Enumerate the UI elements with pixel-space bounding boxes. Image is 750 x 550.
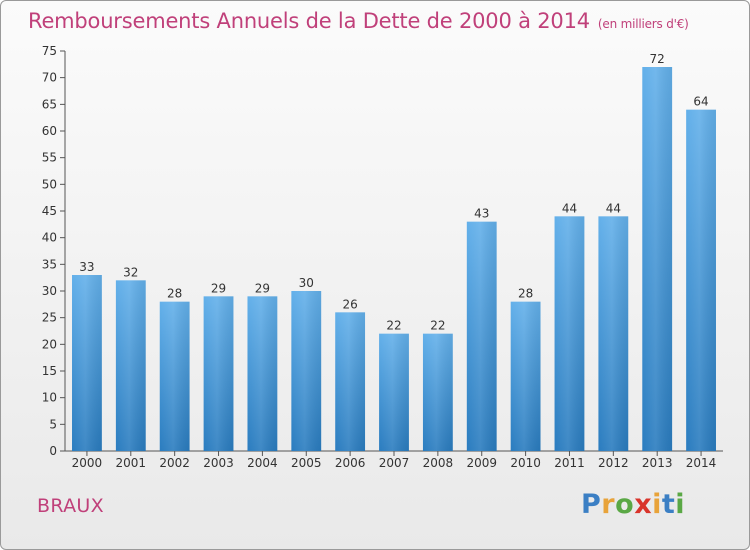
bar-shine	[159, 301, 190, 451]
bar-shine	[642, 67, 673, 451]
y-tick-label: 50	[42, 177, 57, 191]
bar-value-label: 28	[167, 287, 182, 301]
x-tick-label: 2002	[159, 456, 190, 470]
bar-shine	[510, 301, 541, 451]
logo-letter: o	[615, 489, 635, 520]
bar-shine	[554, 216, 585, 451]
x-tick-label: 2009	[466, 456, 497, 470]
bar-shine	[247, 296, 278, 451]
bar-shine	[422, 333, 453, 451]
bar-shine	[598, 216, 629, 451]
x-tick-label: 2010	[510, 456, 541, 470]
y-tick-label: 60	[42, 124, 57, 138]
bar-shine	[291, 291, 322, 451]
logo-letter: r	[601, 489, 616, 520]
commune-name: BRAUX	[37, 495, 104, 517]
chart-axes: 0 5 10 15 20 25 30 35 40 45 50 55 60 65 70 75	[42, 44, 723, 458]
bar-value-label: 28	[518, 287, 533, 301]
chart-bars	[72, 67, 716, 452]
bar-value-label: 64	[693, 95, 708, 109]
bar-shine	[72, 275, 102, 451]
chart-labels: 2000 33 2001 32 2002 28 2003 29 2004 29 2005 30 2006…	[72, 52, 717, 470]
logo-letter: i	[652, 489, 662, 520]
bar-value-label: 33	[79, 260, 94, 274]
bar-value-label: 30	[299, 276, 314, 290]
y-tick-label: 65	[42, 97, 57, 111]
chart-title: Remboursements Annuels de la Dette de 20…	[28, 9, 689, 33]
x-tick-label: 2000	[72, 456, 103, 470]
y-tick-label: 35	[42, 257, 57, 271]
x-tick-label: 2011	[554, 456, 585, 470]
x-tick-label: 2008	[423, 456, 454, 470]
bar-shine	[466, 221, 497, 451]
y-tick-label: 0	[49, 444, 57, 458]
bar-value-label: 22	[430, 319, 445, 333]
x-tick-label: 2014	[686, 456, 717, 470]
x-tick-label: 2007	[379, 456, 410, 470]
logo-letter: i	[675, 489, 686, 520]
logo-letter: x	[634, 489, 653, 520]
y-tick-label: 25	[42, 311, 57, 325]
y-tick-label: 70	[42, 71, 57, 85]
y-tick-label: 30	[42, 284, 57, 298]
bar-value-label: 43	[474, 207, 489, 221]
x-tick-label: 2003	[203, 456, 234, 470]
bar-shine	[115, 280, 146, 451]
chart-subtitle: (en milliers d'€)	[597, 17, 689, 31]
bar-shine	[203, 296, 234, 451]
bar-value-label: 44	[606, 201, 621, 215]
proxiti-logo: Proxiti	[581, 489, 685, 520]
x-tick-label: 2001	[116, 456, 147, 470]
bar-value-label: 72	[650, 52, 665, 66]
bar-value-label: 44	[562, 201, 577, 215]
bar-value-label: 32	[123, 265, 138, 279]
y-tick-label: 75	[42, 44, 57, 58]
x-tick-label: 2013	[642, 456, 673, 470]
y-tick-label: 5	[49, 417, 57, 431]
bar-shine	[335, 312, 366, 451]
y-tick-label: 55	[42, 151, 57, 165]
bar-value-label: 29	[211, 281, 226, 295]
logo-letter: t	[661, 489, 676, 520]
x-tick-label: 2012	[598, 456, 629, 470]
bar-value-label: 22	[386, 319, 401, 333]
y-tick-label: 10	[42, 391, 57, 405]
logo-letter: P	[581, 489, 602, 520]
y-tick-label: 20	[42, 337, 57, 351]
x-tick-label: 2005	[291, 456, 322, 470]
x-tick-label: 2004	[247, 456, 278, 470]
bar-shine	[686, 109, 716, 452]
title-text: Remboursements Annuels de la Dette de 20…	[28, 9, 590, 33]
y-tick-label: 45	[42, 204, 57, 218]
y-tick-label: 15	[42, 364, 57, 378]
x-tick-label: 2006	[335, 456, 366, 470]
bar-shine	[379, 333, 409, 451]
bar-value-label: 26	[342, 297, 357, 311]
y-tick-label: 40	[42, 231, 57, 245]
bar-value-label: 29	[255, 281, 270, 295]
